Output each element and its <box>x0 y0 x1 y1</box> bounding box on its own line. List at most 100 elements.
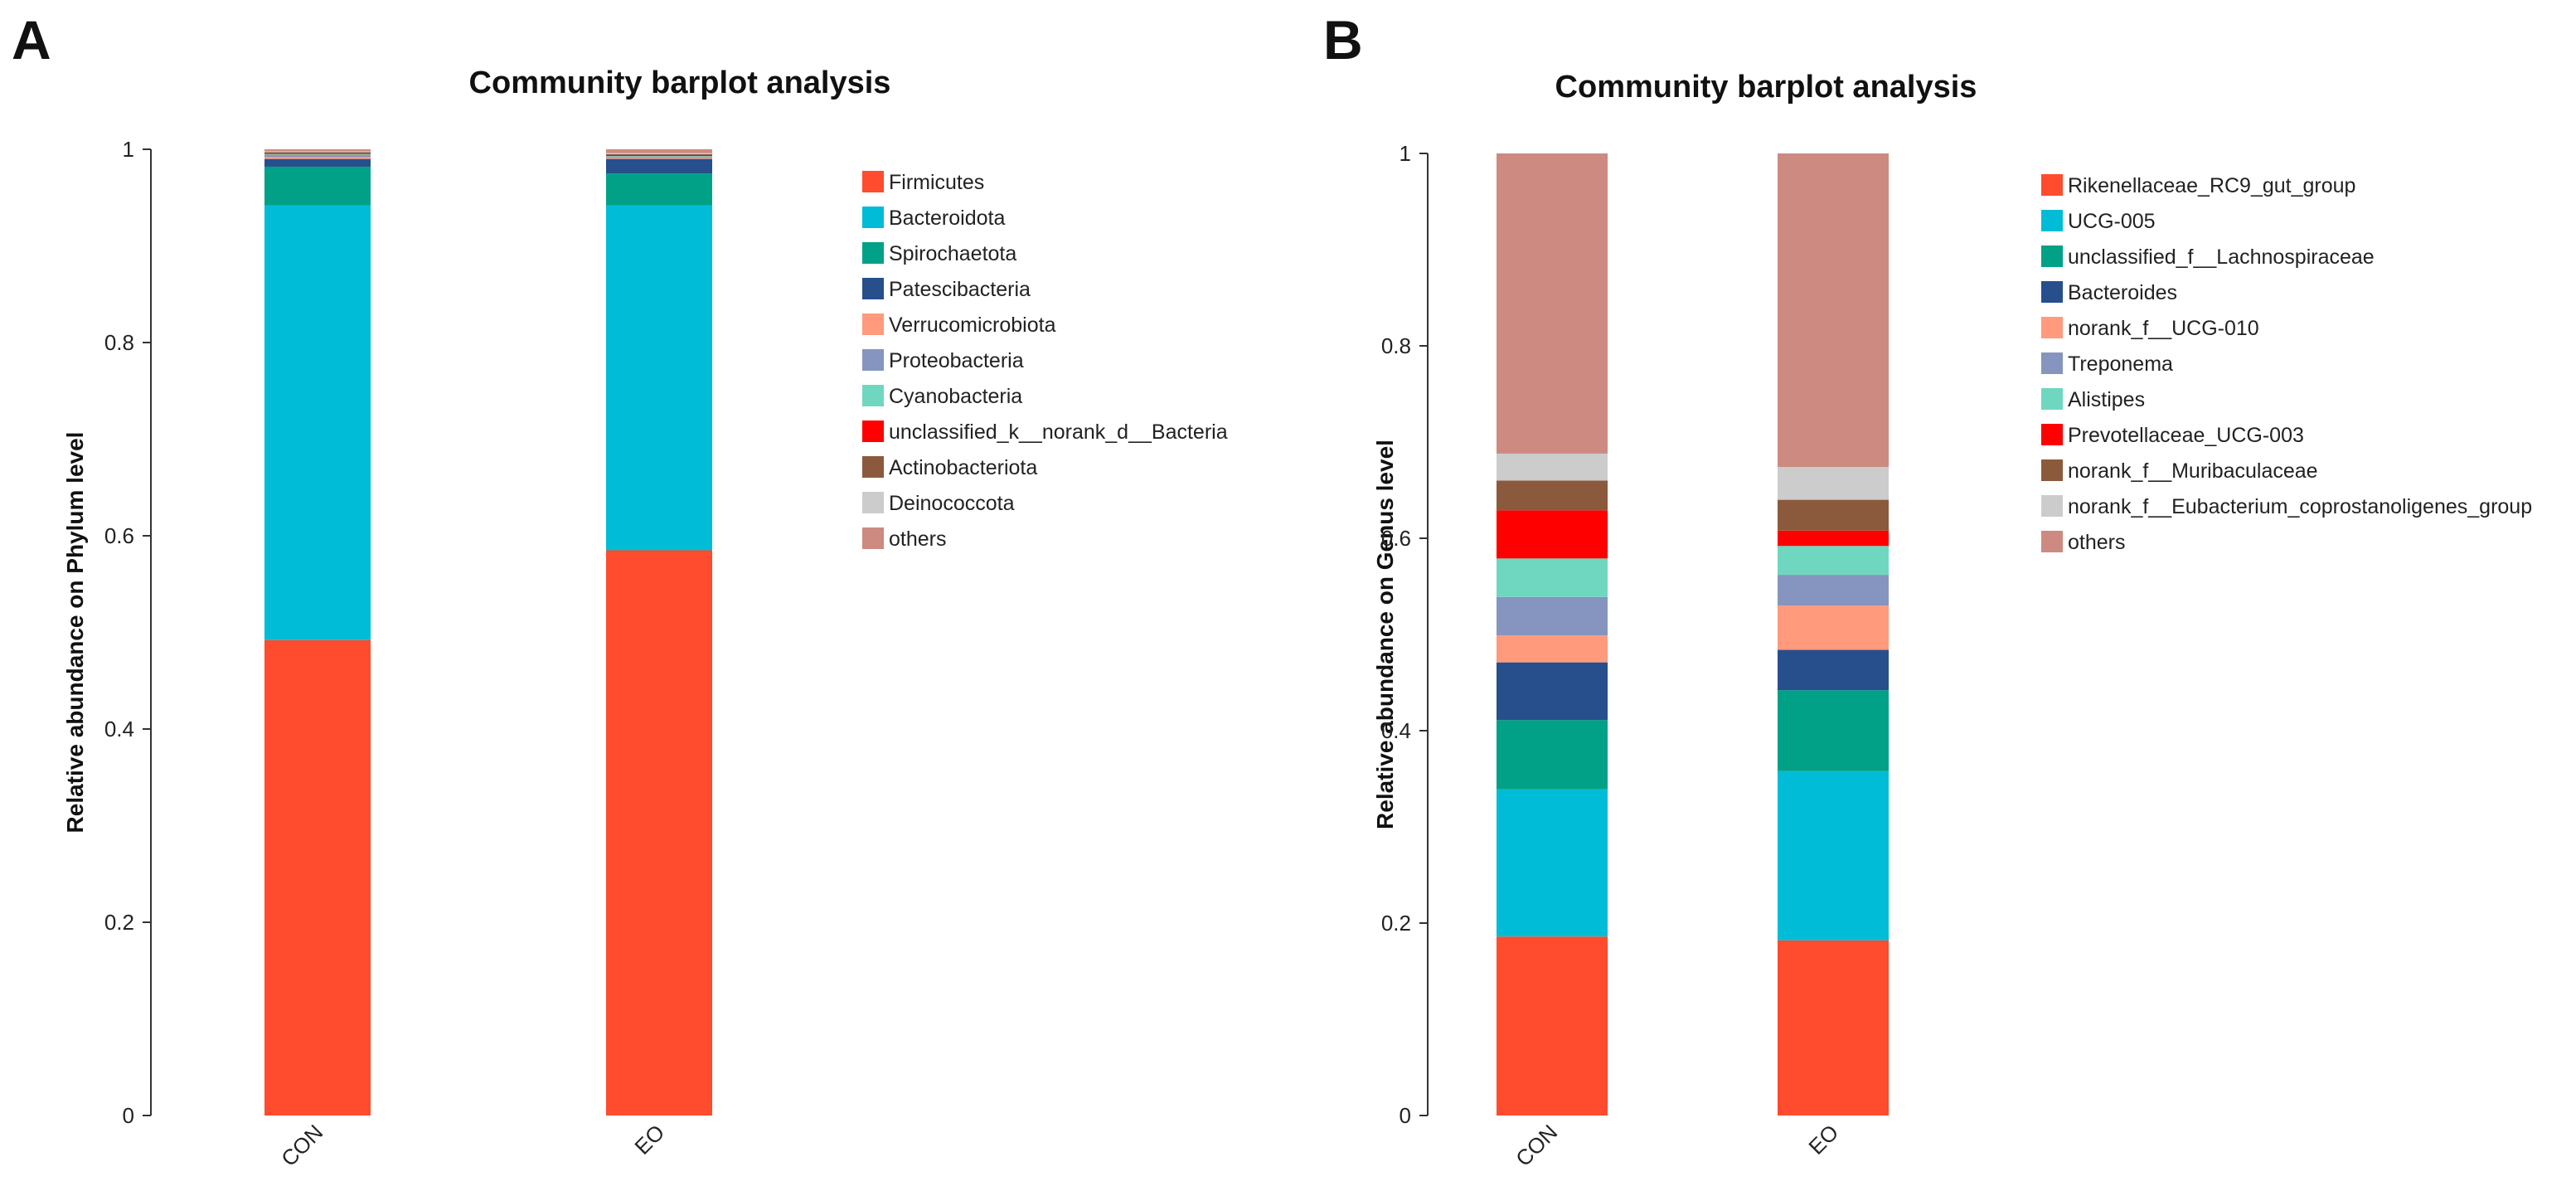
bar-segment-con-firmicutes <box>264 639 371 1116</box>
legend-swatch <box>862 314 884 335</box>
bar-segment-con-unclassified-f-lachnospiraceae <box>1497 720 1608 790</box>
legend-label: Bacteroidota <box>889 207 1005 230</box>
legend-swatch <box>862 171 884 192</box>
x-tick-label: EO <box>629 1120 669 1159</box>
bar-segment-con-spirochaetota <box>264 166 371 206</box>
bar-segment-eo-bacteroides <box>1778 649 1889 691</box>
chart-title: Community barplot analysis <box>469 66 891 100</box>
bar-segment-con-rikenellaceae-rc9-gut-group <box>1497 936 1608 1116</box>
y-tick-label: 1 <box>123 137 134 162</box>
bar-segment-eo-norank-f-ucg-010 <box>1778 605 1889 650</box>
y-tick-label: 1 <box>1400 141 1411 166</box>
legend-swatch <box>862 492 884 513</box>
y-axis-label: Relative abundance on Phylum level <box>62 432 88 834</box>
bar-segment-con-norank-f-ucg-010 <box>1497 635 1608 663</box>
legend-label: others <box>2068 531 2125 554</box>
legend-label: Spirochaetota <box>889 242 1016 265</box>
bar-segment-eo-bacteroidota <box>606 205 712 551</box>
y-tick-label: 0.2 <box>1381 911 1411 936</box>
bar-segment-eo-others <box>1778 153 1889 468</box>
y-axis-label: Relative abundance on Genus level <box>1372 440 1398 829</box>
legend-label: Treponema <box>2068 352 2173 376</box>
bar-segment-eo-norank-f-eubacterium-coprostanoligenes-group <box>1778 467 1889 500</box>
bar-segment-con-ucg-005 <box>1497 789 1608 937</box>
legend-label: Prevotellaceae_UCG-003 <box>2068 424 2304 447</box>
bar-segment-eo-others <box>606 149 712 153</box>
y-tick-label: 0.8 <box>104 330 134 355</box>
legend-label: Cyanobacteria <box>889 385 1022 408</box>
bar-segment-con-bacteroidota <box>264 205 371 640</box>
legend-label: norank_f__Eubacterium_coprostanoligenes_… <box>2068 495 2532 518</box>
bar-segment-con-unclassified-k-norank-d-bacteria <box>264 153 371 154</box>
legend-swatch <box>862 242 884 264</box>
chart-title: Community barplot analysis <box>1555 70 1977 105</box>
bar-segment-eo-spirochaetota <box>606 173 712 206</box>
bar-segment-eo-prevotellaceae-ucg-003 <box>1778 530 1889 547</box>
legend-swatch <box>2041 210 2063 231</box>
legend-label: unclassified_k__norank_d__Bacteria <box>889 420 1228 444</box>
x-tick-label: CON <box>1511 1120 1562 1171</box>
bar-segment-con-treponema <box>1497 596 1608 636</box>
legend-label: Patescibacteria <box>889 278 1031 301</box>
bar-segment-con-alistipes <box>1497 558 1608 597</box>
x-tick-label: CON <box>276 1120 327 1171</box>
y-tick-label: 0.2 <box>104 910 134 935</box>
bar-segment-eo-proteobacteria <box>606 157 712 158</box>
legend-swatch <box>2041 388 2063 410</box>
legend-swatch <box>862 349 884 371</box>
y-tick-label: 0.6 <box>104 523 134 548</box>
legend-label: Alistipes <box>2068 388 2145 411</box>
bar-segment-eo-deinococcota <box>606 153 712 154</box>
legend-swatch <box>2041 531 2063 552</box>
legend-swatch <box>862 278 884 299</box>
legend-swatch <box>2041 459 2063 481</box>
bar-segment-con-norank-f-muribaculaceae <box>1497 480 1608 511</box>
legend-label: Actinobacteriota <box>889 456 1037 479</box>
panel-letter: A <box>12 9 51 70</box>
bar-segment-con-others <box>1497 153 1608 454</box>
bar-segment-eo-alistipes <box>1778 546 1889 576</box>
legend-label: Firmicutes <box>889 171 984 194</box>
bar-segment-con-deinococcota <box>264 151 371 153</box>
legend-swatch <box>2041 245 2063 267</box>
y-tick-label: 0.4 <box>104 717 134 741</box>
legend-label: UCG-005 <box>2068 210 2156 233</box>
y-tick-label: 0 <box>1400 1103 1411 1128</box>
legend-swatch <box>862 456 884 478</box>
legend-swatch <box>2041 281 2063 303</box>
panel-letter: B <box>1323 9 1363 70</box>
y-tick-label: 0.4 <box>1381 718 1411 743</box>
y-tick-label: 0.8 <box>1381 333 1411 358</box>
bar-segment-eo-norank-f-muribaculaceae <box>1778 499 1889 531</box>
chart-genus-svg: Community barplot analysis Relative abund… <box>1372 70 2532 1171</box>
bar-segment-eo-cyanobacteria <box>606 156 712 158</box>
legend-label: Rikenellaceae_RC9_gut_group <box>2068 174 2355 197</box>
bar-segment-con-proteobacteria <box>264 154 371 158</box>
legend-label: Deinococcota <box>889 492 1015 515</box>
legend-swatch <box>2041 174 2063 196</box>
bar-segment-con-cyanobacteria <box>264 153 371 155</box>
bar-segment-eo-patescibacteria <box>606 158 712 174</box>
legend-label: Proteobacteria <box>889 349 1024 372</box>
legend-label: Bacteroides <box>2068 281 2177 304</box>
bar-segment-con-prevotellaceae-ucg-003 <box>1497 510 1608 559</box>
bar-segment-eo-unclassified-k-norank-d-bacteria <box>606 154 712 157</box>
y-tick-label: 0.6 <box>1381 526 1411 551</box>
legend-swatch <box>862 420 884 442</box>
bar-segment-eo-rikenellaceae-rc9-gut-group <box>1778 940 1889 1116</box>
legend-swatch <box>2041 352 2063 374</box>
bar-segment-eo-firmicutes <box>606 550 712 1116</box>
bar-segment-con-verrucomicrobiota <box>264 157 371 159</box>
bar-segment-con-patescibacteria <box>264 158 371 167</box>
legend-swatch <box>2041 424 2063 445</box>
bar-segment-eo-unclassified-f-lachnospiraceae <box>1778 690 1889 771</box>
y-tick-label: 0 <box>123 1103 134 1128</box>
legend-label: norank_f__UCG-010 <box>2068 317 2259 340</box>
bar-segment-con-norank-f-eubacterium-coprostanoligenes-group <box>1497 453 1608 481</box>
legend-swatch <box>2041 317 2063 338</box>
chart-phylum-svg: Community barplot analysis Relative abund… <box>62 66 1228 1171</box>
legend-swatch <box>862 385 884 406</box>
bar-segment-con-bacteroides <box>1497 662 1608 721</box>
x-tick-label: EO <box>1803 1120 1843 1159</box>
legend-swatch <box>2041 495 2063 517</box>
